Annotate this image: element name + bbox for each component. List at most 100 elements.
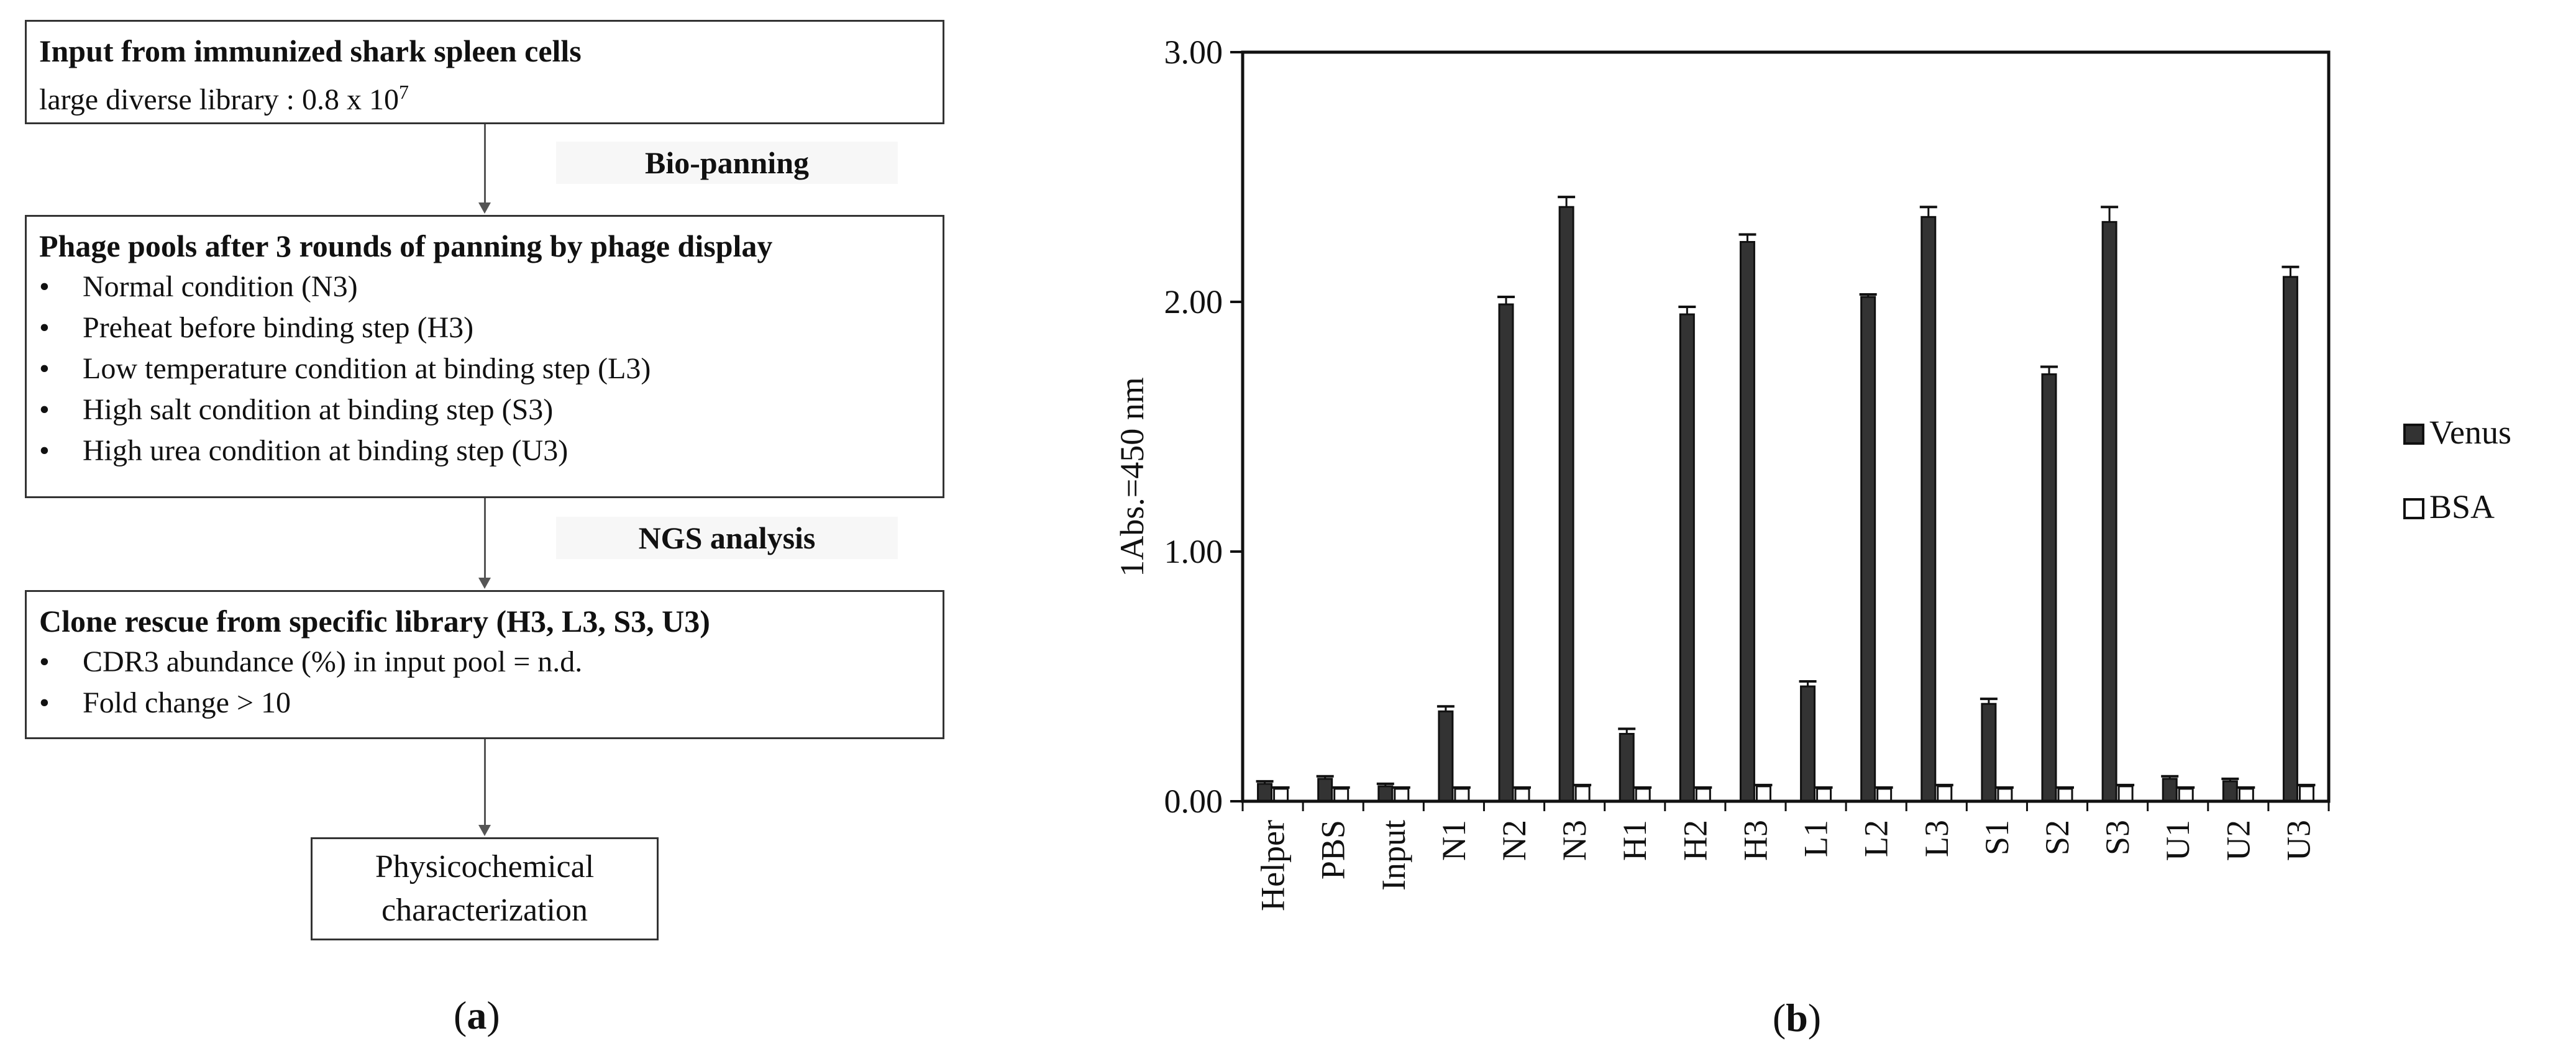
x-tick-label: L3 — [1918, 820, 1955, 857]
bar-venus — [1619, 732, 1635, 803]
panel-label-a-letter: a — [467, 993, 487, 1037]
bullet-item: • Low temperature condition at binding st… — [39, 348, 930, 389]
bullet-item: • High urea condition at binding step (U3… — [39, 430, 930, 471]
x-tick-label: S3 — [2099, 820, 2136, 855]
bar-bsa — [1997, 788, 2013, 803]
ngs-analysis-label: NGS analysis — [556, 517, 898, 559]
characterization-box: Physicochemical characterization — [311, 837, 659, 940]
x-tick-label: U3 — [2280, 820, 2317, 861]
x-tick-label: Input — [1375, 820, 1412, 891]
bar-venus — [1257, 783, 1273, 803]
bar-bsa — [2178, 788, 2194, 803]
x-tick-label: N3 — [1556, 820, 1593, 861]
panel-label-a: (a) — [454, 994, 500, 1037]
phage-pools-box: Phage pools after 3 rounds of panning by… — [25, 215, 944, 498]
bar-venus — [1921, 216, 1937, 803]
bullet-glyph: • — [39, 393, 50, 426]
bar-venus — [1317, 778, 1333, 803]
bullet-item: • CDR3 abundance (%) in input pool = n.d. — [39, 642, 930, 683]
bar-bsa — [1454, 788, 1470, 803]
bar-bsa — [1574, 785, 1591, 803]
x-tick-label: S1 — [1978, 820, 2016, 855]
bullet-text: Normal condition (N3) — [83, 270, 358, 303]
bullet-text: Fold change > 10 — [83, 686, 291, 719]
library-size-text: large diverse library : 0.8 x 107 — [39, 71, 930, 120]
legend: Venus BSA — [2403, 414, 2511, 525]
phage-pools-title: Phage pools after 3 rounds of panning by… — [39, 229, 773, 263]
bar-venus — [2282, 276, 2298, 803]
bullet-text: Preheat before binding step (H3) — [83, 311, 474, 344]
bullet-glyph: • — [39, 352, 50, 385]
bar-bsa — [1937, 785, 1953, 803]
bar-bsa — [2238, 788, 2254, 803]
bullet-text: High urea condition at binding step (U3) — [83, 434, 569, 467]
library-size-prefix: large diverse library : 0.8 x 10 — [39, 83, 399, 116]
bullet-glyph: • — [39, 434, 50, 467]
panel-label-b-letter: b — [1786, 996, 1808, 1040]
bar-venus — [1860, 296, 1876, 803]
bullet-glyph: • — [39, 645, 50, 678]
bar-venus — [1679, 313, 1695, 803]
axes-layer: 0.00 1.00 2.00 3.00 Helper PBS Input N1 N2 N3 H1 H2… — [1164, 34, 2331, 911]
bar-venus — [2222, 780, 2238, 803]
panel-label-b-open: ( — [1773, 996, 1786, 1040]
x-tick-label: U1 — [2159, 820, 2196, 861]
bar-venus — [1981, 703, 1997, 803]
characterization-line-1: Physicochemical — [375, 849, 595, 884]
plot-frame — [1241, 50, 2331, 803]
bullet-text: CDR3 abundance (%) in input pool = n.d. — [83, 645, 583, 678]
bar-venus — [1739, 241, 1755, 803]
bar-venus — [1377, 785, 1394, 803]
x-tick-label: H3 — [1737, 820, 1774, 861]
bio-panning-label: Bio-panning — [556, 142, 898, 184]
x-tick-label: L1 — [1797, 820, 1835, 857]
input-box-title: Input from immunized shark spleen cells — [39, 34, 582, 68]
bar-bsa — [1755, 785, 1771, 803]
clone-rescue-title: Clone rescue from specific library (H3, … — [39, 604, 710, 639]
panel-label-b-close: ) — [1808, 996, 1821, 1040]
bar-venus — [2041, 373, 2057, 803]
bar-chart: 0.00 1.00 2.00 3.00 Helper PBS Input N1 N2 N3 H1 H2… — [1113, 34, 2511, 1040]
bar-bsa — [2117, 785, 2134, 803]
bar-bsa — [2057, 788, 2073, 803]
legend-label: Venus — [2429, 414, 2511, 451]
arrow-2-head — [478, 578, 491, 589]
panel-label-b: (b) — [1773, 996, 1821, 1040]
y-axis-title: 1Abs.=450 nm — [1113, 377, 1151, 576]
input-box: Input from immunized shark spleen cells … — [25, 20, 944, 124]
bullet-item: • Normal condition (N3) — [39, 266, 930, 307]
bar-venus — [1498, 303, 1514, 803]
bar-bsa — [1394, 788, 1410, 803]
arrow-2-line — [484, 498, 486, 579]
panel-label-a-open: ( — [454, 993, 467, 1037]
bullet-glyph: • — [39, 311, 50, 344]
characterization-line-2: characterization — [381, 893, 588, 928]
bar-bsa — [2298, 785, 2314, 803]
bar-bsa — [1876, 788, 1893, 803]
legend-swatch — [2403, 424, 2424, 445]
x-tick-label: S2 — [2039, 820, 2076, 855]
bullet-glyph: • — [39, 686, 50, 719]
x-tick-label: N1 — [1435, 820, 1473, 861]
bullet-glyph: • — [39, 270, 50, 303]
arrow-1-head — [478, 202, 491, 214]
library-size-exponent: 7 — [398, 81, 409, 103]
arrow-3-head — [478, 825, 491, 836]
bars-layer — [1256, 196, 2316, 803]
clone-rescue-box: Clone rescue from specific library (H3, … — [25, 590, 944, 739]
bullet-item: • High salt condition at binding step (S3… — [39, 389, 930, 430]
x-tick-label: H1 — [1616, 820, 1653, 861]
bullet-text: Low temperature condition at binding ste… — [83, 352, 651, 385]
x-tick-label: U2 — [2219, 820, 2257, 861]
bullet-text: High salt condition at binding step (S3) — [83, 393, 554, 426]
bar-venus — [1800, 685, 1816, 803]
panel-label-a-close: ) — [486, 993, 500, 1037]
bullet-item: • Preheat before binding step (H3) — [39, 307, 930, 348]
bar-bsa — [1816, 788, 1832, 803]
arrow-3-line — [484, 739, 486, 826]
bullet-item: • Fold change > 10 — [39, 683, 930, 724]
x-tick-label: L2 — [1858, 820, 1895, 857]
x-tick-label: PBS — [1315, 820, 1352, 880]
bar-bsa — [1514, 788, 1530, 803]
arrow-1-line — [484, 124, 486, 204]
